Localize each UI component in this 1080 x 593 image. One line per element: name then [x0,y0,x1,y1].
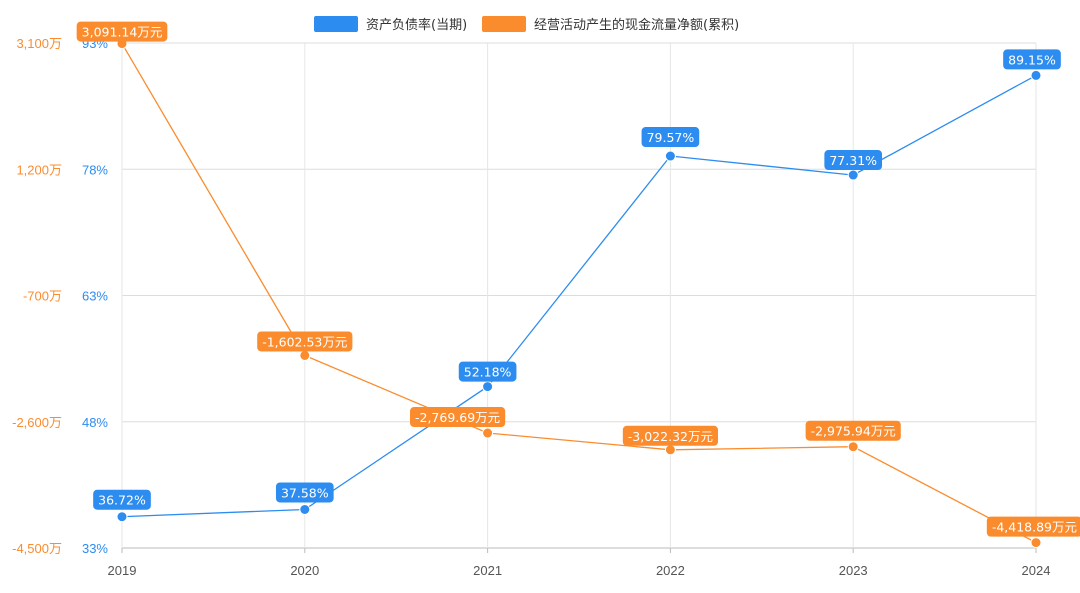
series-line-1 [121,74,1037,518]
data-label-series-1: 79.57% [641,127,700,148]
data-label-series-2: -2,975.94万元 [805,420,901,441]
data-label-bg [641,127,700,148]
data-label-text: 77.31% [829,153,877,168]
legend-item-series-1[interactable]: 资产负债率(当期) [314,16,467,33]
data-label-text: -1,602.53万元 [262,334,347,349]
data-point-series-1 [482,381,494,393]
data-label-bg [410,407,506,428]
data-label-text: 79.57% [647,130,695,145]
x-axis-tick: 2024 [1022,563,1051,578]
data-label-bg [458,361,517,382]
grid-lines [121,42,1037,549]
series-points [116,38,1042,549]
data-label-bg [76,21,168,42]
y-axis-inner-tick: 63% [82,289,108,304]
data-label-series-1: 52.18% [458,361,517,382]
data-label-text: -4,418.89万元 [992,520,1077,535]
data-label-text: -3,022.32万元 [628,429,713,444]
data-label-series-2: -1,602.53万元 [257,331,353,352]
y-axis-inner-tick: 33% [82,541,108,556]
data-label-bg [986,516,1080,537]
data-label-bg [1003,49,1061,70]
y-axis-inner-tick: 78% [82,162,108,177]
data-label-text: -2,769.69万元 [415,410,500,425]
legend-label-series-2: 经营活动产生的现金流量净额(累积) [534,17,739,33]
data-point-series-1 [664,150,676,162]
data-label-text: 36.72% [98,493,146,508]
data-label-series-1: 77.31% [824,150,883,171]
legend-label-series-1: 资产负债率(当期) [366,17,467,33]
x-axis-tick: 2020 [290,563,319,578]
data-point-series-1 [847,169,859,181]
series-line-2 [121,43,1037,544]
data-point-series-2 [482,427,494,439]
data-point-series-2 [664,444,676,456]
legend-item-series-2[interactable]: 经营活动产生的现金流量净额(累积) [482,16,739,33]
y-axis-outer-tick: -700万 [23,289,62,304]
data-label-series-1: 37.58% [275,482,334,503]
data-label-text: 3,091.14万元 [82,25,163,40]
data-label-bg [824,150,883,171]
data-label-series-1: 36.72% [93,489,151,510]
data-point-series-1 [116,511,128,523]
data-label-series-2: -3,022.32万元 [622,425,718,446]
data-label-series-2: -2,769.69万元 [410,407,506,428]
data-point-series-1 [299,503,311,515]
data-point-series-2 [299,349,311,361]
data-point-series-2 [847,441,859,453]
data-label-series-2: -4,418.89万元 [986,516,1080,537]
data-label-text: -2,975.94万元 [811,424,896,439]
legend: 资产负债率(当期) 经营活动产生的现金流量净额(累积) [314,16,739,33]
x-axis-tick: 2023 [839,563,868,578]
data-label-bg [622,425,718,446]
data-label-text: 37.58% [281,485,329,500]
data-label-bg [93,489,151,510]
y-axis-outer-tick: -4,500万 [12,541,62,556]
y-axis-outer-tick: -2,600万 [12,415,62,430]
data-label-text: 89.15% [1008,52,1056,67]
data-label-bg [257,331,353,352]
data-label-text: 52.18% [464,365,512,380]
data-label-bg [275,482,334,503]
data-label-series-1: 89.15% [1003,49,1061,70]
data-label-series-2: 3,091.14万元 [76,21,168,42]
y-axis-inner-tick: 48% [82,415,108,430]
data-labels: 36.72% 37.58% 52.18% 79.57% 77.31% 89.15% 3,09… [76,21,1080,537]
legend-swatch-series-2 [482,16,526,32]
y-axis-outer-tick: 1,200万 [16,162,62,177]
y-axis-outer-tick: 3,100万 [16,36,62,51]
data-point-series-2 [1030,537,1042,549]
series-lines [121,43,1037,544]
data-point-series-1 [1030,69,1042,81]
legend-swatch-series-1 [314,16,358,32]
x-axis-tick: 2022 [656,563,685,578]
data-label-bg [805,420,901,441]
axes: 3,100万 93%1,200万 78%-700万 63%-2,600万 48%-4,5… [12,36,1050,578]
x-axis-tick: 2019 [108,563,137,578]
x-axis-tick: 2021 [473,563,502,578]
